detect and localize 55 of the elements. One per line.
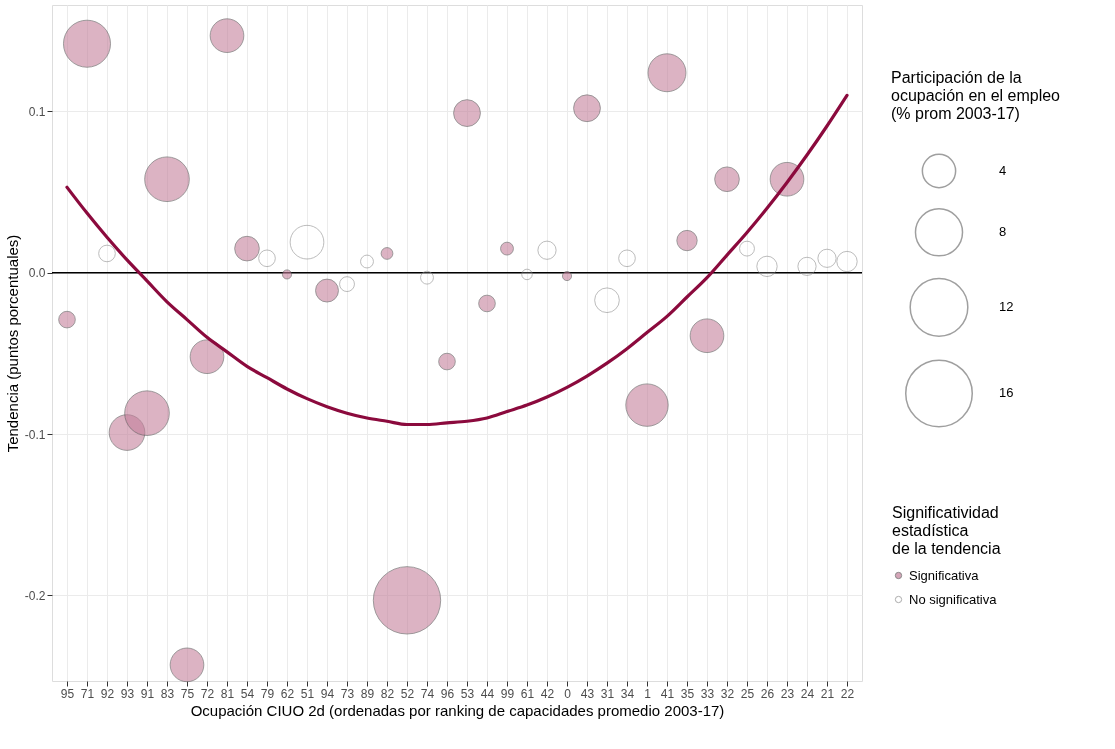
x-tick-label: 89	[360, 686, 375, 701]
text: Significatividad estadística de la tendencia	[892, 504, 1001, 557]
x-tick-label: 72	[200, 686, 215, 701]
x-tick-label: 94	[320, 686, 335, 701]
x-axis-title: Ocupación CIUO 2d (ordenadas por ranking de capacidades promedio 2003-17)	[190, 701, 725, 719]
x-tick-label: 61	[520, 686, 535, 701]
x-tick-label: 81	[220, 686, 235, 701]
y-axis-title: Tendencia (puntos porcentuales)	[3, 234, 21, 453]
legend-label: No significativa	[909, 591, 998, 607]
legend-label: 4	[999, 163, 1007, 178]
x-tick-label: 71	[80, 686, 95, 701]
x-tick-label: 23	[780, 686, 795, 701]
x-tick-label: 21	[820, 686, 835, 701]
x-tick-label: 54	[240, 686, 255, 701]
x-tick-label: 0	[564, 686, 572, 701]
x-tick-label: 79	[260, 686, 275, 701]
x-tick-label: 96	[440, 686, 455, 701]
legend-label: 12	[999, 299, 1014, 315]
x-tick-label: 93	[120, 686, 135, 701]
x-tick-label: 75	[180, 686, 195, 701]
x-tick-label: 51	[300, 686, 315, 701]
legend-label: 16	[999, 385, 1014, 401]
x-tick-label: 1	[644, 686, 652, 701]
x-tick-label: 35	[680, 686, 695, 701]
x-tick-label: 52	[400, 686, 415, 701]
x-tick-label: 92	[100, 686, 115, 701]
x-tick-label: 91	[140, 686, 155, 701]
x-tick-label: 99	[500, 686, 515, 701]
x-tick-label: 42	[540, 686, 555, 701]
x-tick-label: 53	[460, 686, 475, 701]
y-tick-label: -0.2	[24, 588, 46, 603]
y-tick-label: 0.1	[28, 104, 46, 119]
x-tick-label: 43	[580, 686, 595, 701]
y-tick-label: 0.0	[28, 266, 46, 281]
x-tick-label: 44	[480, 686, 495, 701]
x-tick-label: 34	[620, 686, 635, 701]
x-tick-label: 95	[60, 686, 75, 701]
x-tick-label: 25	[740, 686, 755, 701]
x-tick-label: 62	[280, 686, 295, 701]
x-tick-label: 82	[380, 686, 395, 701]
x-tick-label: 31	[600, 686, 615, 701]
x-tick-label: 83	[160, 686, 175, 701]
x-tick-label: 32	[720, 686, 735, 701]
x-tick-label: 24	[800, 686, 815, 701]
x-tick-label: 74	[420, 686, 435, 701]
y-tick-label: -0.1	[24, 427, 46, 442]
x-tick-label: 33	[700, 686, 715, 701]
legend-label: 8	[999, 224, 1007, 240]
x-tick-label: 26	[760, 686, 775, 701]
text: Participación de la ocupación en el empleo (% prom 2003-17)	[891, 69, 1061, 122]
x-tick-label: 41	[660, 686, 675, 701]
x-tick-label: 22	[840, 686, 855, 701]
legend-label: Significativa	[909, 567, 980, 583]
x-tick-label: 73	[340, 686, 355, 701]
line-series	[65, 93, 849, 427]
